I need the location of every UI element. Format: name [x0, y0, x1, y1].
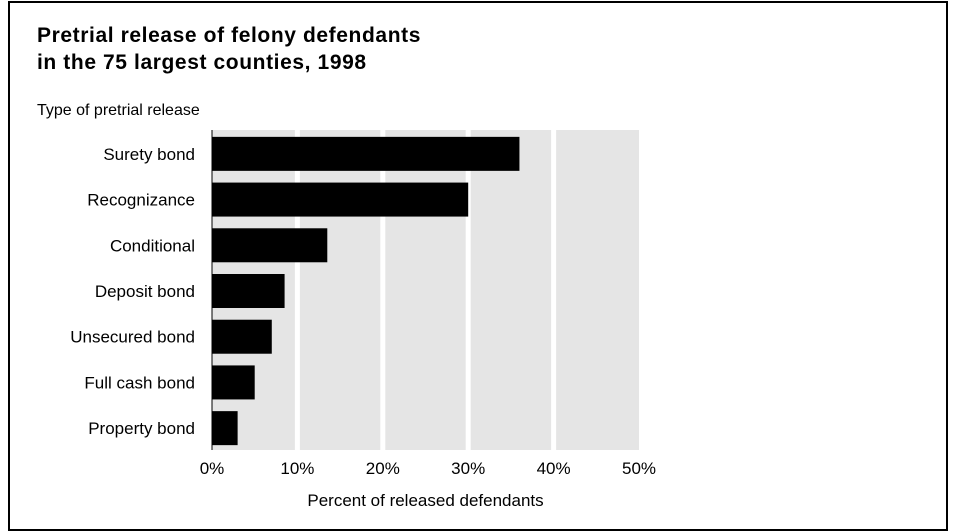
category-label: Conditional [110, 236, 195, 255]
x-tick-label: 0% [200, 459, 225, 478]
x-tick-label: 20% [366, 459, 400, 478]
x-axis-title: Percent of released defendants [307, 491, 544, 510]
bar [212, 136, 520, 171]
category-label: Full cash bond [84, 373, 195, 392]
chart-title-line-2: in the 75 largest counties, 1998 [37, 51, 367, 74]
bar [212, 365, 255, 400]
bar [212, 228, 328, 263]
category-label: Property bond [88, 419, 195, 438]
x-tick-label: 10% [280, 459, 314, 478]
bar-chart: Surety bond Recognizance Conditional Deposi… [70, 130, 656, 478]
x-tick-label: 30% [451, 459, 485, 478]
bar [212, 274, 285, 308]
bar [212, 411, 238, 446]
x-tick-label: 50% [622, 459, 656, 478]
category-label: Surety bond [103, 145, 195, 164]
x-tick-label: 40% [537, 459, 571, 478]
bar [212, 182, 469, 217]
category-label: Unsecured bond [70, 328, 195, 347]
y-axis-title: Type of pretrial release [37, 102, 200, 119]
category-label: Deposit bond [95, 282, 195, 301]
chart-title-line-1: Pretrial release of felony defendants [37, 24, 421, 47]
category-label: Recognizance [87, 191, 195, 210]
bar [212, 319, 272, 354]
chart-title: Pretrial release of felony defendants in… [37, 22, 421, 76]
